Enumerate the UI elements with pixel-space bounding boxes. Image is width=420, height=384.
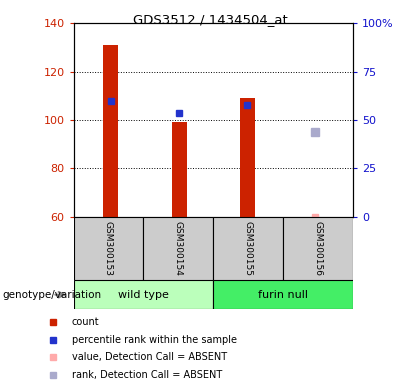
Bar: [172, 122, 186, 217]
Bar: [283, 217, 353, 280]
Text: wild type: wild type: [118, 290, 169, 300]
Text: rank, Detection Call = ABSENT: rank, Detection Call = ABSENT: [71, 370, 222, 380]
Text: GSM300154: GSM300154: [174, 221, 183, 276]
Bar: [213, 217, 283, 280]
Text: percentile rank within the sample: percentile rank within the sample: [71, 334, 236, 344]
Text: value, Detection Call = ABSENT: value, Detection Call = ABSENT: [71, 353, 227, 362]
Text: GSM300153: GSM300153: [104, 221, 113, 276]
Text: GSM300156: GSM300156: [313, 221, 323, 276]
Bar: [213, 280, 353, 309]
Bar: [74, 280, 213, 309]
Text: genotype/variation: genotype/variation: [2, 290, 101, 300]
Text: count: count: [71, 317, 99, 327]
Text: GSM300155: GSM300155: [244, 221, 252, 276]
Bar: [74, 217, 143, 280]
Bar: [240, 98, 255, 217]
Text: furin null: furin null: [258, 290, 308, 300]
Bar: [143, 217, 213, 280]
Bar: [103, 45, 118, 217]
Text: GDS3512 / 1434504_at: GDS3512 / 1434504_at: [133, 13, 287, 26]
